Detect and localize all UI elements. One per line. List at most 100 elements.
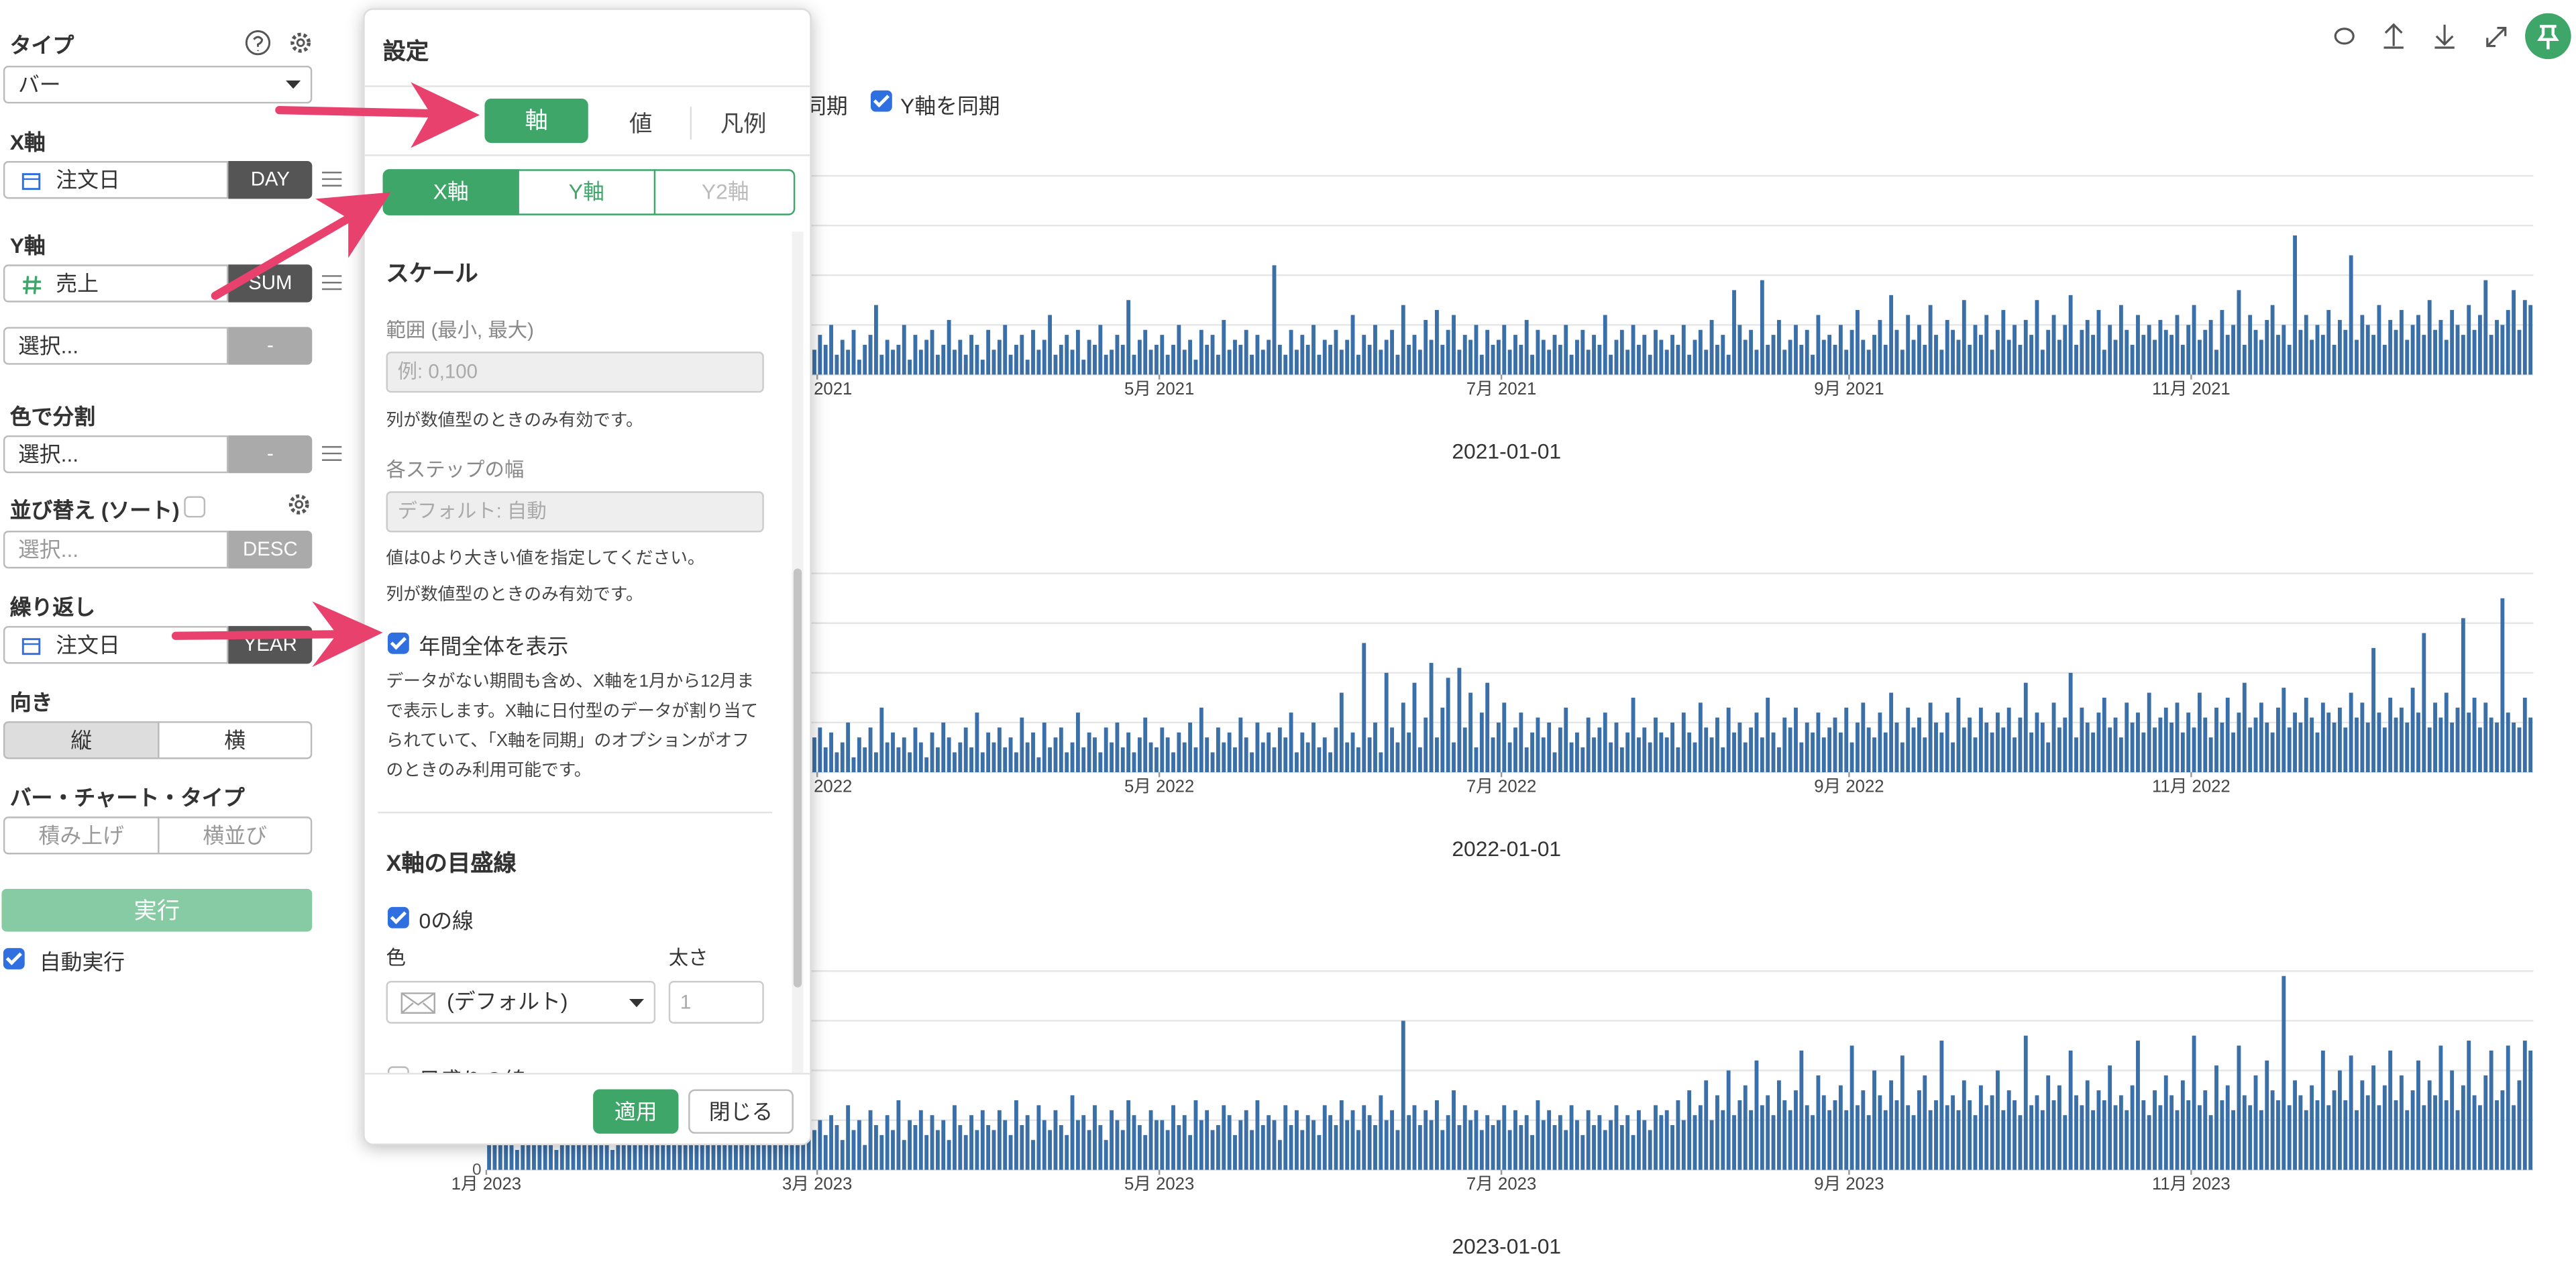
bar-type-side[interactable]: 横並び [158, 816, 313, 855]
bar [1984, 722, 1989, 773]
bar [1619, 747, 1624, 773]
full-year-checkbox[interactable] [387, 632, 409, 654]
bar [2506, 1045, 2510, 1170]
bar [953, 350, 957, 375]
bar [1446, 329, 1450, 375]
bar [2298, 722, 2303, 773]
y-agg[interactable]: SUM [228, 264, 313, 303]
bar [918, 1110, 923, 1170]
bar [2517, 1080, 2522, 1170]
step-input[interactable]: デフォルト: 自動 [386, 491, 764, 533]
y-field[interactable]: 売上 [3, 264, 229, 303]
bar [2242, 1095, 2247, 1170]
tab-x-axis[interactable]: X軸 [382, 169, 519, 215]
x-agg[interactable]: DAY [228, 161, 313, 199]
bar [1754, 712, 1759, 773]
bar [1996, 1070, 2000, 1170]
bar [1844, 350, 1849, 375]
color-menu[interactable] [322, 445, 342, 462]
color-field[interactable]: 選択... [3, 435, 229, 474]
tab-values[interactable]: 値 [629, 110, 653, 137]
bar [846, 1105, 851, 1170]
width-input[interactable]: 1 [668, 981, 764, 1024]
scrollbar-thumb[interactable] [793, 568, 802, 988]
bar [1412, 335, 1417, 375]
bar [1143, 717, 1148, 773]
bar [2231, 1110, 2236, 1170]
sort-order[interactable]: DESC [228, 531, 313, 569]
expand-icon[interactable] [2486, 27, 2507, 48]
tab-axis[interactable]: 軸 [484, 98, 588, 144]
bar [818, 1120, 822, 1170]
sort-settings[interactable] [288, 493, 311, 516]
type-icons[interactable] [243, 28, 319, 58]
apply-button[interactable]: 適用 [593, 1089, 679, 1134]
bar [492, 1130, 497, 1170]
bar [857, 1120, 861, 1170]
type-select[interactable]: バー [3, 65, 313, 104]
comment-icon[interactable] [2334, 28, 2355, 45]
bar [1474, 325, 1479, 375]
sort-field[interactable]: 選択... [3, 531, 229, 569]
x-menu[interactable] [322, 171, 342, 187]
bar [1205, 737, 1210, 773]
close-button[interactable]: 閉じる [688, 1089, 794, 1134]
bar [2208, 1115, 2213, 1170]
bar [1311, 722, 1316, 773]
bar [1726, 707, 1731, 773]
bar [2029, 335, 2034, 375]
bar [863, 1145, 867, 1170]
y2-agg[interactable]: - [228, 327, 313, 365]
pin-button[interactable] [2525, 13, 2571, 60]
direction-horizontal[interactable]: 横 [158, 721, 313, 759]
bar [941, 722, 946, 773]
bar [835, 752, 839, 773]
direction-vertical[interactable]: 縦 [3, 721, 160, 759]
bar [1137, 1125, 1142, 1170]
x-field[interactable]: 注文日 [3, 161, 229, 199]
bar [1816, 712, 1821, 773]
bar [2063, 717, 2068, 773]
bar [1379, 350, 1383, 375]
bar [1328, 344, 1333, 375]
bar [1407, 1115, 1411, 1170]
repeat-agg[interactable]: YEAR [228, 626, 313, 664]
bar-type-stacked[interactable]: 積み上げ [3, 816, 160, 855]
y2-field[interactable]: 選択... [3, 327, 229, 365]
sort-checkbox[interactable] [184, 496, 206, 518]
tab-y-axis[interactable]: Y軸 [519, 169, 656, 215]
tab-y2-axis[interactable]: Y2軸 [701, 178, 749, 204]
bar [1356, 747, 1360, 773]
color-select[interactable]: (デフォルト) [386, 981, 656, 1024]
run-button[interactable]: 実行 [1, 888, 313, 932]
bar [1597, 344, 1602, 375]
bar [2141, 335, 2146, 375]
sync-y-label[interactable]: Y軸を同期 [900, 93, 1000, 119]
bar [1474, 1110, 1479, 1170]
bar [846, 350, 851, 375]
bar [1917, 325, 1921, 375]
auto-run-checkbox[interactable] [3, 948, 25, 969]
bar [2203, 329, 2208, 375]
bar [1148, 1110, 1153, 1170]
bar [2214, 707, 2218, 773]
bar [2438, 319, 2443, 375]
bar [913, 1125, 918, 1170]
tab-legend[interactable]: 凡例 [690, 107, 796, 140]
bar [1676, 344, 1680, 375]
sync-y-checkbox[interactable] [870, 90, 892, 112]
repeat-field[interactable]: 注文日 [3, 626, 229, 664]
color-agg[interactable]: - [228, 435, 313, 474]
range-input[interactable]: 例: 0,100 [386, 352, 764, 393]
bar [1592, 1125, 1596, 1170]
bar [2018, 344, 2023, 375]
download-icon[interactable] [2434, 24, 2455, 49]
bar [1048, 747, 1053, 773]
y-menu[interactable] [322, 274, 342, 290]
upload-icon[interactable] [2383, 23, 2404, 49]
bar [812, 737, 816, 773]
bar [2141, 732, 2146, 773]
zero-line-checkbox[interactable] [387, 906, 409, 929]
bar [2287, 727, 2292, 773]
bar [1889, 692, 1894, 773]
